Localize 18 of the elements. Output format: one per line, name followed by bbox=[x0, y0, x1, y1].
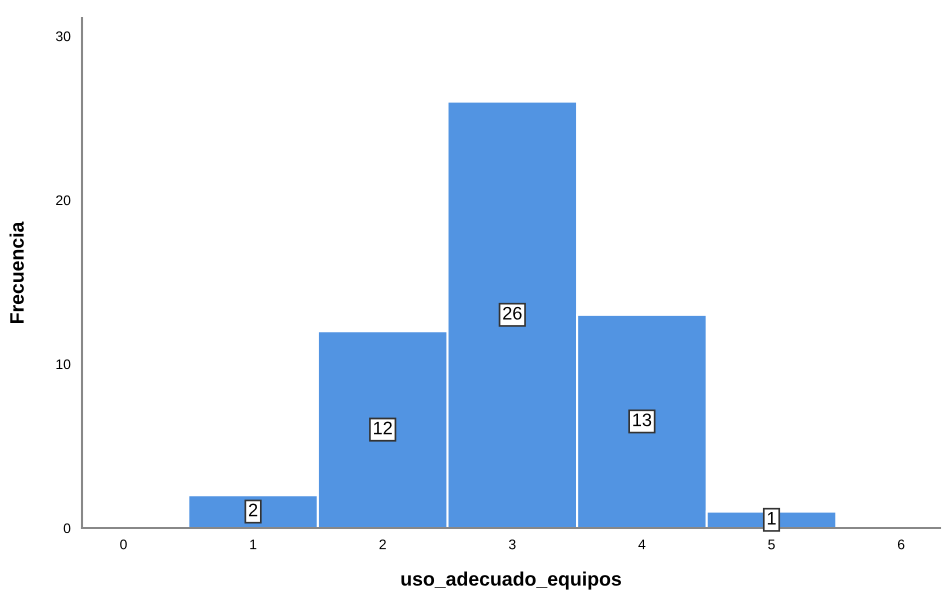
data-label: 13 bbox=[633, 413, 652, 426]
x-tick-label: 0 bbox=[120, 539, 127, 550]
y-axis-title: Frecuencia bbox=[10, 222, 24, 324]
y-tick-label: 20 bbox=[56, 195, 70, 206]
data-label: 1 bbox=[768, 512, 776, 524]
data-label: 2 bbox=[248, 504, 258, 516]
x-axis-title: uso_adecuado_equipos bbox=[401, 572, 621, 590]
data-label: 12 bbox=[374, 422, 392, 434]
y-tick-label: 10 bbox=[56, 359, 70, 370]
x-tick-label: 2 bbox=[380, 539, 386, 550]
x-tick-label: 4 bbox=[638, 540, 646, 550]
x-tick-label: 1 bbox=[250, 540, 256, 550]
y-tick-label: 0 bbox=[64, 523, 70, 534]
data-label: 26 bbox=[503, 306, 522, 320]
x-tick-label: 6 bbox=[898, 539, 904, 550]
x-tick-label: 3 bbox=[508, 539, 516, 550]
y-tick-label: 30 bbox=[56, 31, 70, 42]
x-tick-label: 5 bbox=[768, 540, 775, 550]
